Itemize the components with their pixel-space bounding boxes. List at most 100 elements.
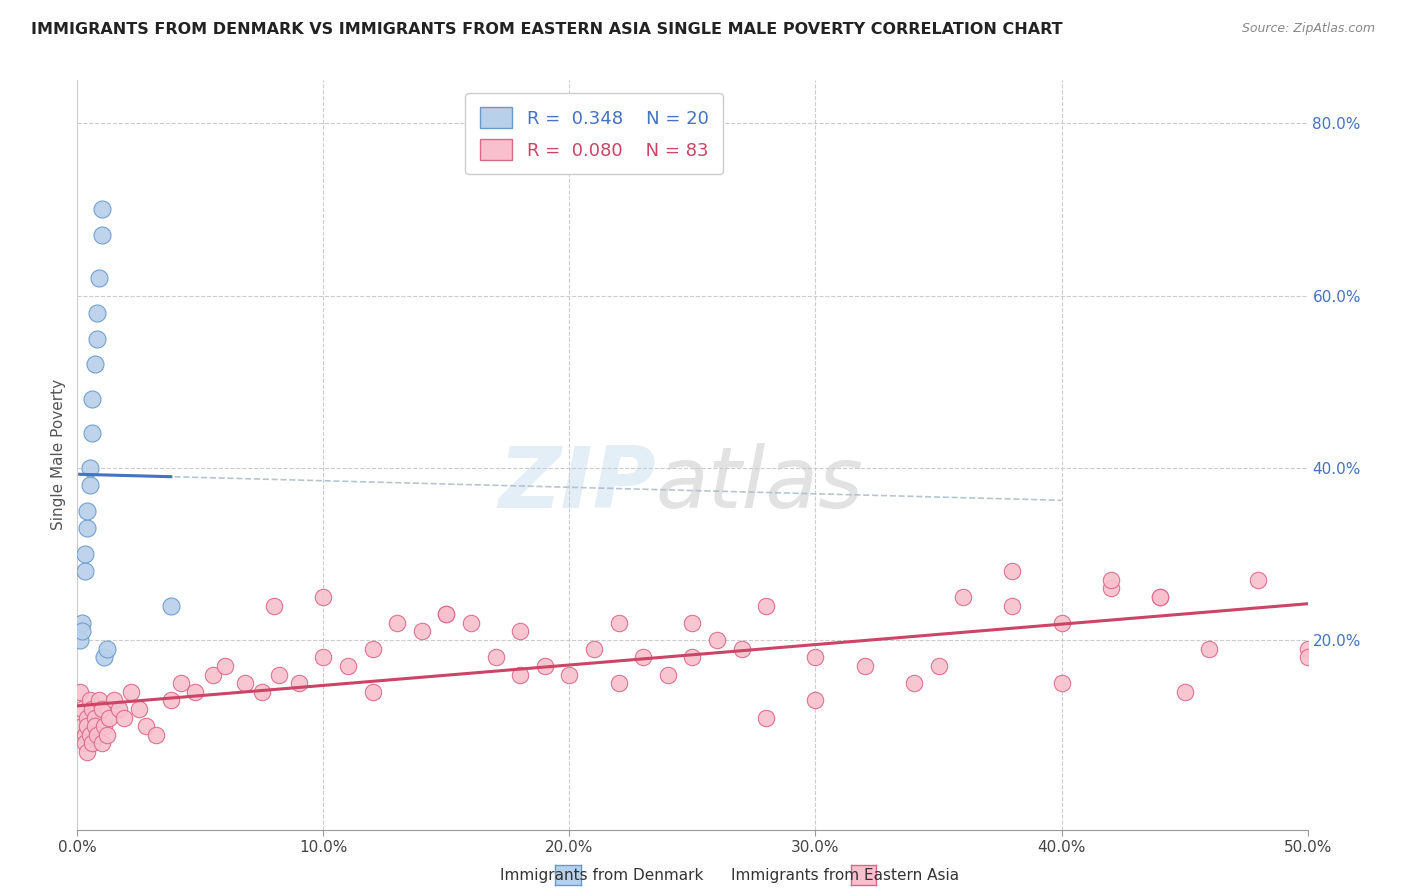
Point [337, 659, 360, 673]
Point [93, 650, 115, 665]
Point [112, 710, 135, 724]
Point [96, 728, 118, 742]
Point [682, 650, 704, 665]
Point [108, 702, 131, 716]
Point [70, 719, 93, 733]
Point [1296, 650, 1319, 665]
Point [89, 693, 111, 707]
Point [1149, 590, 1171, 604]
Point [633, 650, 655, 665]
Point [509, 667, 531, 681]
Point [184, 685, 207, 699]
Text: ZIP: ZIP [498, 443, 655, 526]
Point [233, 676, 256, 690]
Point [361, 641, 384, 656]
Point [82, 736, 104, 750]
Point [706, 633, 728, 648]
Point [385, 615, 409, 630]
Point [755, 710, 778, 724]
Point [73, 547, 96, 561]
Point [83, 358, 105, 372]
Point [411, 624, 433, 639]
Point [82, 426, 104, 441]
Point [90, 736, 114, 750]
Point [90, 702, 114, 716]
Point [69, 685, 91, 699]
Point [263, 599, 285, 613]
Point [1001, 564, 1024, 578]
Point [657, 667, 679, 681]
Point [73, 728, 96, 742]
Point [583, 641, 606, 656]
Point [145, 728, 167, 742]
Text: IMMIGRANTS FROM DENMARK VS IMMIGRANTS FROM EASTERN ASIA SINGLE MALE POVERTY CORR: IMMIGRANTS FROM DENMARK VS IMMIGRANTS FR… [31, 22, 1063, 37]
Point [1001, 599, 1024, 613]
Point [928, 659, 950, 673]
Point [79, 478, 101, 492]
Point [1050, 615, 1073, 630]
Point [160, 599, 183, 613]
Point [952, 590, 974, 604]
Point [73, 736, 96, 750]
Point [90, 202, 114, 217]
Point [90, 228, 114, 243]
Point [121, 685, 143, 699]
Point [128, 702, 150, 716]
Point [1174, 685, 1197, 699]
Point [93, 719, 115, 733]
Point [103, 693, 125, 707]
Point [76, 710, 98, 724]
Point [76, 521, 98, 535]
Point [69, 633, 91, 648]
Point [269, 667, 291, 681]
Point [83, 710, 105, 724]
Point [853, 659, 876, 673]
Point [312, 590, 335, 604]
Point [214, 659, 236, 673]
Point [436, 607, 458, 622]
Point [160, 693, 183, 707]
Point [1099, 582, 1122, 596]
Point [76, 745, 98, 759]
Text: Immigrants from Eastern Asia: Immigrants from Eastern Asia [731, 869, 959, 883]
Point [460, 615, 482, 630]
Point [83, 719, 105, 733]
Point [1149, 590, 1171, 604]
Point [82, 702, 104, 716]
Point [82, 392, 104, 406]
Point [436, 607, 458, 622]
Point [96, 641, 118, 656]
Point [79, 693, 101, 707]
Point [509, 624, 531, 639]
Point [731, 641, 754, 656]
Point [1296, 641, 1319, 656]
Legend: R =  0.348    N = 20, R =  0.080    N = 83: R = 0.348 N = 20, R = 0.080 N = 83 [465, 93, 723, 175]
Point [76, 504, 98, 518]
Point [86, 728, 108, 742]
Point [70, 624, 93, 639]
Point [76, 719, 98, 733]
Point [98, 710, 121, 724]
Point [135, 719, 157, 733]
Point [312, 650, 335, 665]
Point [288, 676, 311, 690]
Point [607, 676, 630, 690]
Point [485, 650, 508, 665]
Point [170, 676, 193, 690]
Point [79, 728, 101, 742]
Point [79, 460, 101, 475]
Point [1198, 641, 1220, 656]
Point [1247, 573, 1270, 587]
Point [86, 306, 108, 320]
Text: Source: ZipAtlas.com: Source: ZipAtlas.com [1241, 22, 1375, 36]
Point [903, 676, 925, 690]
Point [70, 702, 93, 716]
Point [361, 685, 384, 699]
Point [804, 693, 827, 707]
Point [1050, 676, 1073, 690]
Y-axis label: Single Male Poverty: Single Male Poverty [51, 379, 66, 531]
Point [73, 564, 96, 578]
Point [89, 271, 111, 285]
Point [804, 650, 827, 665]
Text: atlas: atlas [655, 443, 863, 526]
